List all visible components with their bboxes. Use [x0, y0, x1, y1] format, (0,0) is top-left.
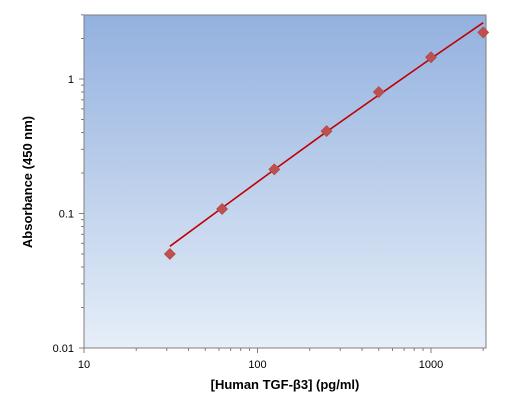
- data-point: [268, 163, 281, 176]
- y-tick-label: 1: [68, 74, 74, 86]
- data-points: [163, 26, 490, 260]
- y-tick-label: 0.01: [53, 343, 74, 355]
- data-point: [425, 51, 437, 64]
- x-tick-label: 100: [248, 359, 266, 371]
- data-point: [372, 86, 385, 98]
- x-tick-label: 10: [78, 359, 90, 371]
- y-axis-title: Absorbance (450 nm): [20, 116, 35, 248]
- x-tick-label: 1000: [419, 359, 443, 371]
- y-tick-label: 0.1: [59, 209, 74, 221]
- data-point: [477, 26, 490, 39]
- x-axis-title: [Human TGF-β3] (pg/ml): [211, 377, 360, 392]
- tick-labels: 0.01 0.1 1 10 100 1000: [53, 74, 444, 371]
- axes: [79, 14, 484, 353]
- data-point: [320, 125, 333, 138]
- data-point: [216, 203, 229, 215]
- data-point: [163, 248, 176, 260]
- plot-area: [83, 14, 487, 349]
